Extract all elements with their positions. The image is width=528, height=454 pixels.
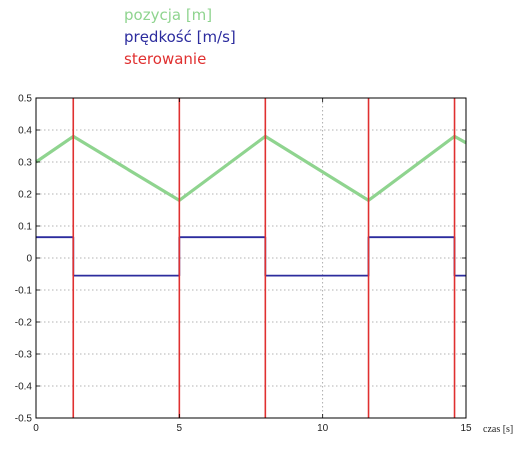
y-tick-label: -0.1: [15, 286, 33, 297]
x-tick-label: 0: [33, 423, 39, 434]
x-axis-label: czas [s]: [483, 424, 513, 435]
x-tick-label: 5: [177, 423, 183, 434]
y-tick-label: 0.4: [18, 126, 32, 137]
y-tick-label: 0.2: [18, 190, 32, 201]
y-tick-label: -0.5: [15, 414, 33, 425]
y-tick-label: -0.3: [15, 350, 33, 361]
chart-legend: pozycja [m] prędkość [m/s] sterowanie: [124, 4, 236, 70]
y-tick-label: -0.4: [15, 382, 33, 393]
legend-item-1: prędkość [m/s]: [124, 28, 236, 46]
y-tick-label: 0: [26, 254, 32, 265]
legend-item-2: sterowanie: [124, 50, 207, 68]
plot-area: [36, 98, 466, 418]
x-tick-label: 10: [317, 423, 329, 434]
y-tick-label: -0.2: [15, 318, 33, 329]
y-tick-label: 0.1: [18, 222, 32, 233]
y-tick-label: 0.5: [18, 94, 32, 105]
y-tick-label: 0.3: [18, 158, 32, 169]
legend-item-0: pozycja [m]: [124, 6, 213, 24]
x-tick-label: 15: [460, 423, 472, 434]
